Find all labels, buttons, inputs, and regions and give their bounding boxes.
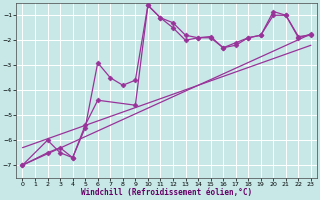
X-axis label: Windchill (Refroidissement éolien,°C): Windchill (Refroidissement éolien,°C) bbox=[81, 188, 252, 197]
